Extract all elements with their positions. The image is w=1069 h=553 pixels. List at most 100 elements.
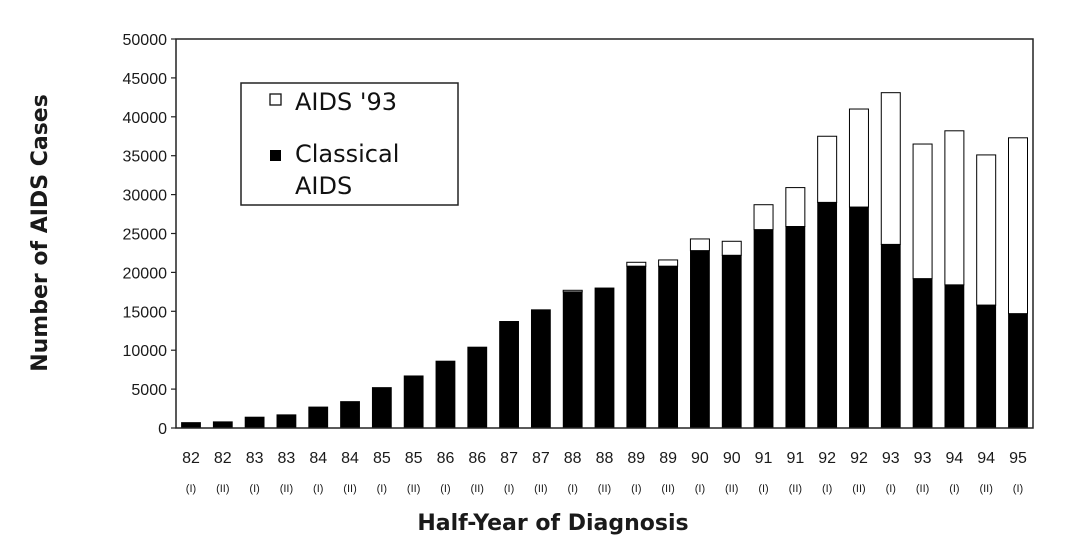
bar-classical-aids (244, 416, 265, 429)
x-tick-label-half: (II) (725, 483, 738, 495)
x-tick-label-year: 88 (564, 450, 582, 467)
x-tick-label-year: 90 (691, 450, 709, 467)
bar-classical-aids (212, 421, 233, 429)
x-tick-label-half: (II) (534, 483, 547, 495)
x-tick-label-year: 84 (341, 450, 359, 467)
bar-aids-93 (721, 240, 742, 256)
x-tick-label-half: (II) (471, 483, 484, 495)
x-tick-label-half: (II) (343, 483, 356, 495)
x-tick-label-half: (I) (1013, 483, 1023, 495)
y-tick-label: 30000 (123, 188, 168, 205)
bar-classical-aids (530, 309, 551, 429)
legend-label-classical-aids-line1: Classical (295, 140, 399, 168)
x-tick-label-half: (I) (822, 483, 832, 495)
x-tick-label-year: 88 (596, 450, 614, 467)
x-tick-label-year: 86 (437, 450, 455, 467)
bars-layer (181, 92, 1028, 429)
bar-aids-93 (817, 135, 838, 203)
x-tick-label-year: 87 (500, 450, 518, 467)
bar-aids-93 (658, 259, 679, 267)
y-axis-title: Number of AIDS Cases (28, 94, 53, 372)
bar-classical-aids (499, 321, 519, 429)
x-tick-label-half: (II) (598, 483, 611, 495)
x-axis-title: Half-Year of Diagnosis (417, 511, 688, 536)
y-tick-label: 20000 (123, 265, 168, 282)
bar-classical-aids (817, 201, 838, 429)
x-tick-label-half: (II) (979, 483, 992, 495)
x-tick-label-year: 92 (818, 450, 836, 467)
x-tick-label-half: (II) (280, 483, 293, 495)
x-tick-label-half: (I) (758, 483, 768, 495)
x-tick-label-year: 89 (627, 450, 645, 467)
x-tick-label-half: (I) (313, 483, 323, 495)
bar-classical-aids (721, 254, 742, 429)
legend-marker-classical-aids (270, 150, 281, 161)
y-axis-ticks: 0 5000 10000 15000 20000 25000 30000 35000 40000… (123, 32, 176, 438)
bar-classical-aids (562, 291, 583, 429)
bar-classical-aids (181, 422, 201, 429)
x-tick-label-half: (I) (631, 483, 641, 495)
x-tick-label-year: 85 (405, 450, 423, 467)
x-tick-label-half: (II) (661, 483, 674, 495)
x-tick-label-half: (II) (216, 483, 229, 495)
x-tick-label-year: 84 (309, 450, 327, 467)
bar-aids-93 (880, 92, 901, 245)
bar-classical-aids (912, 278, 933, 429)
x-tick-label-half: (I) (249, 483, 259, 495)
x-tick-label-year: 95 (1009, 450, 1027, 467)
y-tick-label: 40000 (123, 110, 168, 127)
x-tick-label-half: (I) (377, 483, 387, 495)
x-tick-label-half: (II) (916, 483, 929, 495)
y-tick-label: 10000 (123, 343, 168, 360)
x-tick-label-year: 90 (723, 450, 741, 467)
bar-classical-aids (435, 360, 456, 429)
bar-classical-aids (308, 406, 329, 429)
x-tick-label-half: (I) (567, 483, 577, 495)
x-tick-label-half: (I) (186, 483, 196, 495)
bar-aids-93 (626, 261, 647, 267)
legend-label-aids-93: AIDS '93 (295, 88, 397, 116)
bar-classical-aids (690, 250, 710, 429)
x-axis-ticks: 82 (I) 82 (II) 83 (I) 83 (II) 84 (I) 84 (II) 85 (I) 85… (182, 450, 1027, 495)
y-tick-label: 15000 (123, 304, 168, 321)
x-tick-label-year: 87 (532, 450, 550, 467)
legend-items: AIDS '93 Classical AIDS (269, 88, 399, 200)
y-tick-label: 35000 (123, 149, 168, 166)
x-tick-label-half: (II) (407, 483, 420, 495)
bar-classical-aids (371, 387, 392, 429)
x-tick-label-half: (II) (852, 483, 865, 495)
x-tick-label-half: (I) (949, 483, 959, 495)
bar-classical-aids (785, 226, 806, 429)
legend-label-classical-aids-line2: AIDS (295, 172, 352, 200)
x-tick-label-half: (I) (695, 483, 705, 495)
y-tick-label: 50000 (123, 32, 168, 49)
x-tick-label-half: (II) (789, 483, 802, 495)
y-tick-label: 0 (158, 421, 167, 438)
x-tick-label-year: 93 (882, 450, 900, 467)
bar-classical-aids (880, 243, 901, 429)
bar-classical-aids (658, 265, 679, 429)
bar-aids-93 (944, 130, 965, 286)
bar-classical-aids (1008, 313, 1028, 429)
x-tick-label-year: 82 (182, 450, 200, 467)
x-tick-label-year: 82 (214, 450, 232, 467)
bar-classical-aids (626, 265, 647, 429)
bar-classical-aids (340, 401, 360, 429)
bar-classical-aids (976, 304, 997, 429)
bar-aids-93 (785, 187, 806, 227)
bar-classical-aids (849, 206, 869, 429)
bar-classical-aids (403, 375, 424, 429)
x-tick-label-half: (I) (440, 483, 450, 495)
bar-aids-93 (753, 204, 774, 231)
x-tick-label-year: 94 (945, 450, 963, 467)
x-tick-label-year: 91 (786, 450, 804, 467)
y-tick-label: 45000 (123, 71, 168, 88)
bar-aids-93 (689, 238, 710, 252)
y-tick-label: 25000 (123, 227, 168, 244)
bar-aids-93 (1008, 137, 1028, 315)
legend-box (240, 82, 459, 206)
legend: AIDS '93 Classical AIDS (240, 82, 459, 206)
bar-classical-aids (467, 346, 488, 429)
